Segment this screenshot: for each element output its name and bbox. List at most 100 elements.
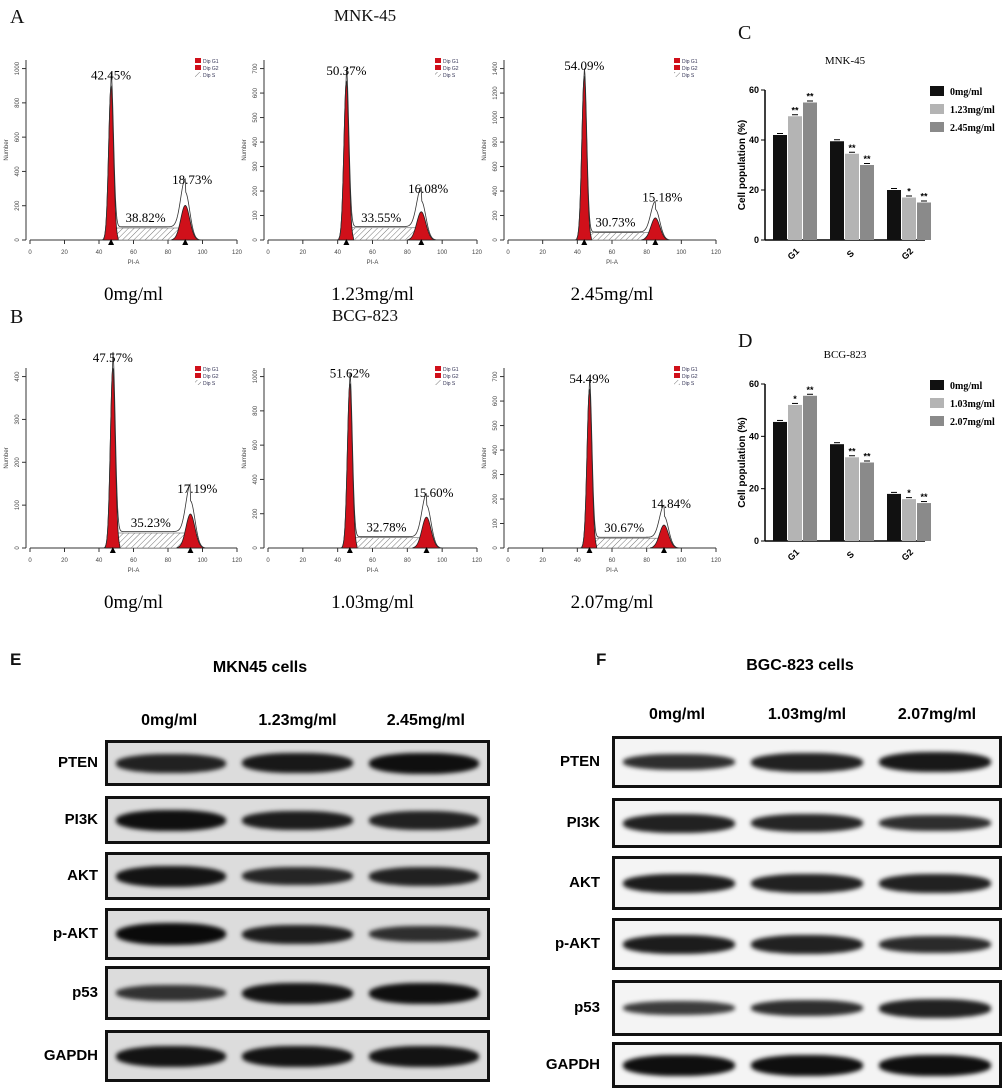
- x-tick-label: 80: [643, 250, 650, 256]
- x-tick-label: 60: [369, 250, 376, 256]
- x-tick-label: 100: [676, 558, 687, 564]
- legend-swatch: [435, 373, 441, 378]
- y-tick-label: 20: [749, 484, 759, 494]
- bar: [902, 197, 916, 240]
- legend-swatch: [195, 380, 201, 385]
- protein-band: [751, 752, 863, 772]
- protein-band: [751, 1000, 863, 1016]
- lane-label: 2.07mg/ml: [897, 706, 977, 723]
- legend-swatch: [930, 122, 944, 132]
- g2-peak: [650, 524, 679, 549]
- protein-label: PTEN: [559, 753, 600, 770]
- y-tick-label: 0: [253, 238, 259, 242]
- bar: [830, 444, 844, 541]
- concentration-label: 0mg/ml: [104, 592, 163, 613]
- blot-strip: [105, 852, 490, 900]
- legend-label: Dip G2: [443, 66, 459, 72]
- protein-label: p53: [574, 999, 600, 1016]
- bar: [830, 141, 844, 240]
- protein-band: [623, 754, 735, 770]
- peak-marker: [652, 239, 659, 245]
- y-tick-label: 0: [15, 546, 21, 550]
- concentration-label: 1.03mg/ml: [331, 592, 414, 613]
- legend-swatch: [435, 380, 441, 385]
- legend-swatch: [195, 65, 201, 70]
- bar: [845, 457, 859, 541]
- x-tick-label: 0: [506, 250, 510, 256]
- x-tick-label: 40: [96, 250, 103, 256]
- legend-swatch: [930, 416, 944, 426]
- legend-swatch: [195, 72, 201, 77]
- s-phase-area: [592, 537, 660, 549]
- y-tick-label: 600: [253, 439, 259, 450]
- y-tick-label: 400: [253, 136, 259, 147]
- protein-band: [879, 935, 991, 953]
- histogram-outline: [580, 378, 682, 549]
- y-tick-label: 600: [493, 161, 499, 172]
- peak-marker: [108, 239, 115, 245]
- legend-swatch: [435, 366, 441, 371]
- histogram-panel: 0 20 40 60 80 100 120 0 100 200 300 400 500 600 700 PI-…: [242, 58, 483, 305]
- bar: [788, 116, 802, 240]
- y-tick-label: 0: [15, 238, 21, 242]
- legend-swatch: [930, 104, 944, 114]
- y-tick-label: 1200: [493, 86, 499, 100]
- significance-marker: *: [907, 187, 911, 197]
- x-axis-label: PI-A: [128, 568, 140, 574]
- x-tick-label: 20: [61, 558, 68, 564]
- legend-label: 2.45mg/ml: [950, 123, 995, 134]
- g1-percentage: 50.37%: [326, 63, 366, 78]
- protein-band: [242, 753, 353, 773]
- significance-marker: **: [848, 446, 856, 456]
- g1-percentage: 47.57%: [93, 350, 133, 365]
- legend-label: Dip G2: [682, 374, 698, 380]
- peak-marker: [346, 547, 353, 553]
- y-tick-label: 700: [493, 371, 499, 382]
- category-label: G2: [900, 547, 916, 563]
- y-tick-label: 200: [493, 210, 499, 221]
- concentration-label: 0mg/ml: [104, 284, 163, 305]
- blot-strip: [612, 798, 1002, 848]
- peak-marker: [661, 547, 667, 553]
- s-phase-area: [353, 537, 422, 549]
- y-tick-label: 0: [493, 238, 499, 242]
- protein-band: [879, 998, 991, 1018]
- legend-swatch: [674, 380, 680, 385]
- s-percentage: 38.82%: [126, 210, 166, 225]
- histogram-panel: 0 20 40 60 80 100 120 0 100 200 300 400 500 600 700 PI-…: [482, 366, 722, 613]
- protein-band: [368, 866, 479, 886]
- category-label: G1: [786, 547, 802, 563]
- y-tick-label: 0: [253, 546, 259, 550]
- significance-marker: **: [806, 385, 814, 395]
- panel-label-e: E: [10, 650, 22, 669]
- x-tick-label: 40: [334, 250, 341, 256]
- bar: [860, 462, 874, 541]
- bar: [773, 421, 787, 541]
- legend-label: Dip G1: [443, 59, 459, 65]
- category-label: S: [845, 549, 856, 560]
- protein-label: AKT: [67, 867, 98, 884]
- panel-label-b: B: [10, 306, 24, 328]
- x-tick-label: 0: [28, 250, 32, 256]
- y-tick-label: 800: [493, 136, 499, 147]
- x-tick-label: 40: [334, 558, 341, 564]
- blot-strip: [105, 740, 490, 786]
- histogram-outline: [337, 67, 439, 241]
- protein-band: [879, 752, 991, 772]
- legend-label: Dip G1: [682, 59, 698, 65]
- y-tick-label: 400: [15, 166, 21, 177]
- x-tick-label: 20: [299, 250, 306, 256]
- x-axis-label: PI-A: [606, 260, 618, 266]
- x-tick-label: 20: [299, 558, 306, 564]
- y-tick-label: 400: [493, 185, 499, 196]
- x-tick-label: 20: [539, 558, 546, 564]
- x-tick-label: 20: [61, 250, 68, 256]
- legend-label: Dip G2: [203, 66, 219, 72]
- significance-marker: **: [920, 192, 928, 202]
- category-label: G2: [900, 246, 916, 262]
- protein-band: [116, 753, 227, 773]
- g2-percentage: 15.18%: [642, 189, 682, 204]
- legend-swatch: [674, 366, 680, 371]
- bar: [845, 153, 859, 240]
- y-tick-label: 200: [493, 493, 499, 504]
